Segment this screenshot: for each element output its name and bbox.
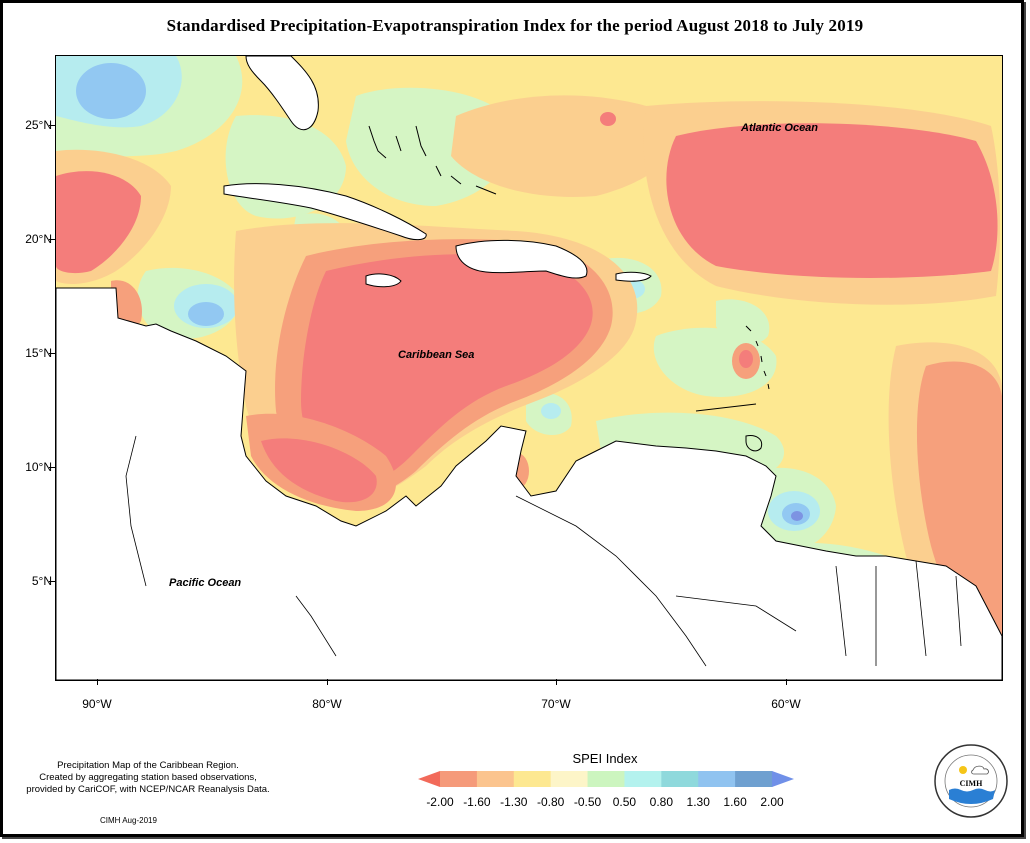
legend-swatch — [440, 771, 478, 787]
legend-swatch — [698, 771, 736, 787]
land-hispaniola — [455, 239, 588, 279]
legend-tick-label: 1.30 — [686, 795, 710, 809]
legend-swatch — [587, 771, 625, 787]
wet-peak-orinoco — [791, 511, 803, 521]
legend-title: SPEI Index — [572, 751, 638, 766]
map-description: Precipitation Map of the Caribbean Regio… — [8, 760, 288, 796]
label-caribbean-sea: Caribbean Sea — [398, 349, 474, 361]
x-tick — [786, 679, 787, 685]
x-label-70w: 70°W — [541, 697, 571, 711]
water-icon — [949, 788, 995, 804]
spei-map[interactable]: Atlantic Ocean Caribbean Sea Pacific Oce… — [55, 55, 1003, 681]
legend-tick-label: 2.00 — [760, 795, 784, 809]
y-tick — [49, 239, 55, 240]
legend-tick-label: 1.60 — [723, 795, 747, 809]
dry-spot-atlantic — [600, 112, 616, 126]
legend-swatch — [772, 771, 794, 787]
cimh-logo: CIMH — [934, 744, 1008, 818]
wet-core-curacao — [541, 403, 561, 419]
legend-swatch — [418, 771, 440, 787]
map-title: Standardised Precipitation-Evapotranspir… — [166, 16, 864, 35]
legend-tick-label: -1.30 — [500, 795, 528, 809]
note-line: Created by aggregating station based obs… — [39, 772, 257, 783]
x-tick — [556, 679, 557, 685]
dry-zone-panama — [261, 438, 377, 503]
label-pacific-ocean: Pacific Ocean — [169, 577, 241, 589]
dry-zone-hispaniola-north — [451, 95, 682, 197]
y-tick — [49, 125, 55, 126]
land-jamaica — [365, 273, 402, 288]
land-cuba — [223, 183, 427, 241]
y-label-20n: 20°N — [25, 232, 52, 246]
logo-name: CIMH — [960, 779, 983, 788]
credit-text: CIMH Aug-2019 — [100, 816, 157, 825]
dry-zone-atlantic — [666, 123, 998, 278]
land-florida — [245, 56, 319, 131]
label-atlantic-ocean: Atlantic Ocean — [740, 122, 818, 134]
legend-swatch — [513, 771, 552, 787]
land-lesser-antilles — [695, 325, 770, 452]
sun-icon — [959, 766, 967, 774]
legend-swatch — [624, 771, 662, 787]
y-label-25n: 25°N — [25, 118, 52, 132]
borders-central-america — [125, 435, 337, 657]
dry-zone-caribbean-core — [301, 254, 593, 484]
y-tick — [49, 581, 55, 582]
legend-colorbar — [418, 771, 794, 787]
y-tick — [49, 353, 55, 354]
borders-south-america — [515, 495, 962, 667]
legend-tick-label: -0.80 — [536, 795, 565, 809]
land-puerto-rico — [615, 271, 652, 282]
y-label-5n: 5°N — [31, 574, 52, 588]
legend-tick-label: -0.50 — [573, 795, 602, 809]
wet-zone-leeward — [716, 299, 770, 345]
wet-core2-honduras-gulf — [188, 302, 224, 326]
map-canvas: Atlantic Ocean Caribbean Sea Pacific Oce… — [56, 56, 1002, 680]
y-label-10n: 10°N — [25, 460, 52, 474]
legend-swatch — [550, 771, 589, 787]
wet-core-gulf — [76, 63, 146, 119]
legend-tick-labels: -2.00 -1.60 -1.30 -0.80 -0.50 0.50 0.80 1.30 1.6… — [418, 795, 794, 809]
legend-swatch — [735, 771, 773, 787]
x-tick — [327, 679, 328, 685]
legend-tick-label: -1.60 — [463, 795, 491, 809]
land-bahamas — [368, 125, 497, 195]
dry-zone-belize — [111, 280, 142, 331]
y-tick — [49, 467, 55, 468]
legend-tick-label: 0.80 — [649, 795, 673, 809]
dry-zone-yucatan — [56, 171, 141, 274]
legend-swatch — [661, 771, 699, 787]
cloud-icon — [971, 765, 989, 775]
legend-tick-label: 0.50 — [612, 795, 637, 809]
x-tick — [97, 679, 98, 685]
y-label-15n: 15°N — [25, 346, 52, 360]
legend-tick-label: -2.00 — [426, 795, 454, 809]
dry-zone-east — [916, 361, 1002, 646]
x-label-90w: 90°W — [82, 697, 112, 711]
legend-swatch — [476, 771, 515, 787]
x-label-80w: 80°W — [312, 697, 342, 711]
note-line: Precipitation Map of the Caribbean Regio… — [57, 760, 239, 771]
dry-core-windward — [739, 350, 753, 368]
x-label-60w: 60°W — [771, 697, 801, 711]
land-central-south-america — [56, 287, 1002, 680]
note-line: provided by CariCOF, with NCEP/NCAR Rean… — [26, 784, 270, 795]
